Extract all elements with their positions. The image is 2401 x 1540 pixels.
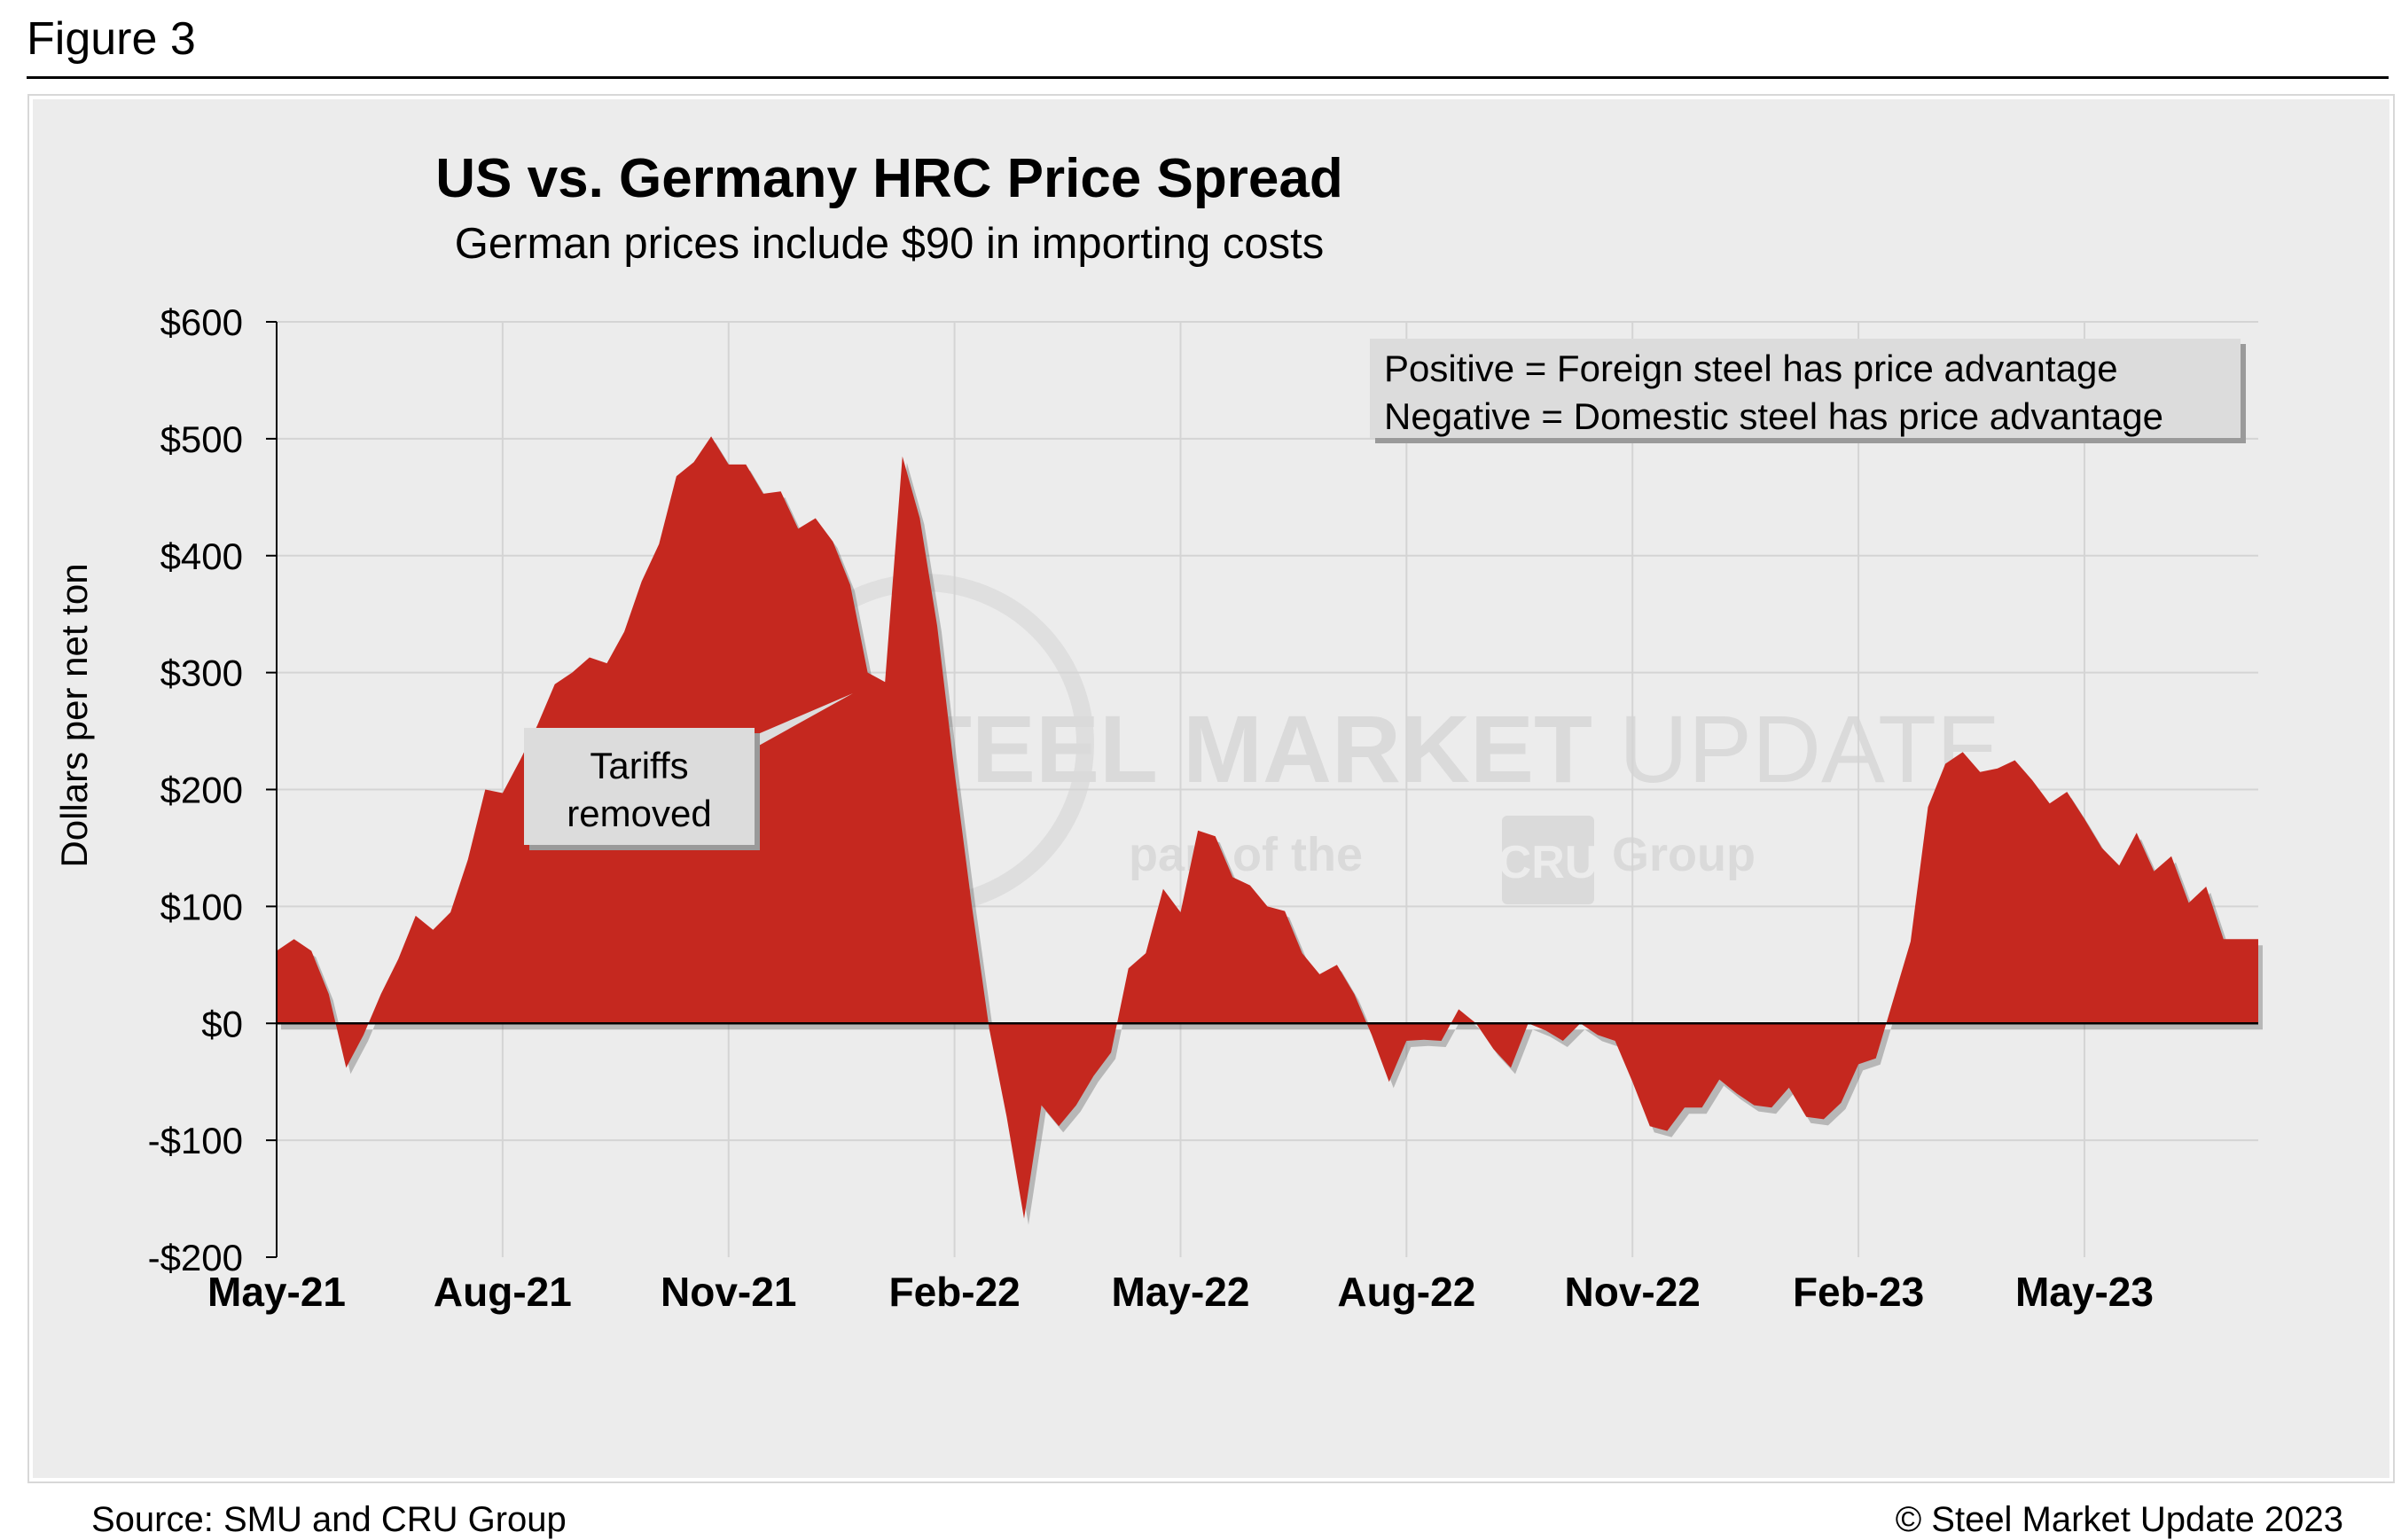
x-tick-label: May-23 — [2015, 1269, 2154, 1315]
watermark-title: STEEL MARKET UPDATE — [849, 695, 2000, 802]
callout-line-2: removed — [567, 793, 711, 834]
watermark-cru-text: CRU — [1498, 837, 1599, 888]
y-axis-label: Dollars per net ton — [53, 563, 95, 867]
x-tick-label: Feb-22 — [888, 1269, 1020, 1315]
callout-box — [524, 728, 755, 845]
y-tick-label: $500 — [160, 418, 243, 460]
y-tick-label: $0 — [201, 1003, 243, 1044]
y-tick-label: $100 — [160, 886, 243, 927]
tariffs-callout: Tariffs removed — [524, 693, 853, 850]
x-tick-label: Aug-21 — [434, 1269, 572, 1315]
y-tick-label: $600 — [160, 301, 243, 343]
x-tick-label: Feb-23 — [1793, 1269, 1924, 1315]
legend-box-frame — [1370, 339, 2241, 438]
figure-label: Figure 3 — [27, 13, 196, 65]
y-tick-label: -$200 — [148, 1237, 243, 1278]
x-tick-label: May-21 — [207, 1269, 346, 1315]
chart-subtitle: German prices include $90 in importing c… — [455, 220, 1324, 268]
y-tick-labels: -$200 -$100 $0 $100 $200 $300 $400 $500 $600 — [148, 301, 243, 1278]
chart-title: US vs. Germany HRC Price Spread — [435, 148, 1342, 209]
y-tick-label: $300 — [160, 653, 243, 694]
y-tick-label: $400 — [160, 535, 243, 577]
legend-line-positive: Positive = Foreign steel has price advan… — [1384, 348, 2118, 389]
x-tick-labels: May-21 Aug-21 Nov-21 Feb-22 May-22 Aug-22 Nov-… — [207, 1269, 2154, 1315]
x-tick-label: May-22 — [1111, 1269, 1249, 1315]
callout-line-1: Tariffs — [590, 745, 688, 786]
y-tick-label: -$100 — [148, 1120, 243, 1161]
figure-divider — [27, 76, 2389, 79]
chart-svg: STEEL MARKET UPDATE part of the CRU Grou… — [53, 148, 2263, 1315]
legend-line-negative: Negative = Domestic steel has price adva… — [1384, 395, 2163, 437]
legend-box: Positive = Foreign steel has price advan… — [1370, 339, 2246, 443]
watermark-subtitle: part of the — [1129, 828, 1363, 881]
x-tick-label: Aug-22 — [1337, 1269, 1475, 1315]
copyright-note: © Steel Market Update 2023 — [1895, 1500, 2343, 1539]
axes — [266, 321, 2258, 1258]
x-tick-label: Nov-21 — [661, 1269, 796, 1315]
watermark-cru-badge — [1502, 816, 1594, 904]
source-note: Source: SMU and CRU Group — [91, 1500, 567, 1539]
watermark-group: Group — [1612, 828, 1756, 881]
x-tick-label: Nov-22 — [1565, 1269, 1701, 1315]
chart-panel: STEEL MARKET UPDATE part of the CRU Grou… — [29, 96, 2393, 1539]
y-tick-label: $200 — [160, 770, 243, 811]
watermark: STEEL MARKET UPDATE part of the CRU Grou… — [754, 574, 2000, 914]
